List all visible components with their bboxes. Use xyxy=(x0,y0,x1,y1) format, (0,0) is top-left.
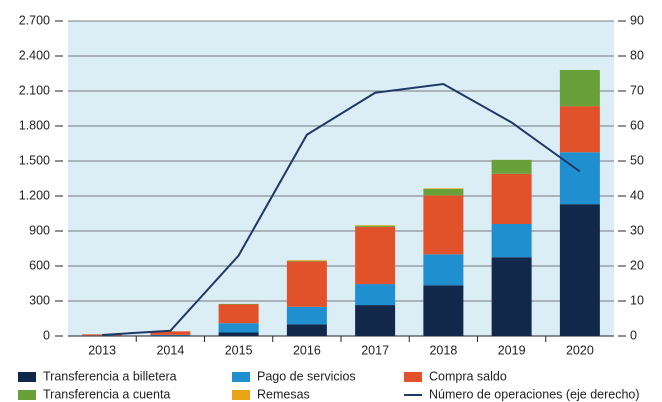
bar-segment xyxy=(355,225,396,227)
y-tick-label: 2.100 xyxy=(19,83,50,97)
legend-swatch xyxy=(18,390,36,400)
y2-tick-label: 30 xyxy=(630,223,644,237)
y-tick-label: 600 xyxy=(29,258,50,272)
legend-label: Remesas xyxy=(257,387,310,401)
legend-swatch xyxy=(404,372,422,382)
bar-segment xyxy=(559,70,600,107)
bar-segment xyxy=(423,254,464,286)
bar-segment xyxy=(218,304,259,324)
y-tick-label: 1.800 xyxy=(19,118,50,132)
bar-segment xyxy=(218,303,259,305)
y-tick-label: 2.700 xyxy=(19,13,50,27)
bar-segment xyxy=(355,284,396,306)
x-tick-label: 2019 xyxy=(498,343,526,357)
bar-segment xyxy=(150,334,191,336)
bar-segment xyxy=(559,106,600,153)
y2-tick-label: 60 xyxy=(630,118,644,132)
bar-segment xyxy=(491,159,532,174)
y2-tick-label: 40 xyxy=(630,188,644,202)
legend-swatch xyxy=(232,390,250,400)
bar-segment xyxy=(218,332,259,336)
x-tick-label: 2017 xyxy=(361,343,389,357)
bar-segment xyxy=(491,257,532,336)
legend-label: Pago de servicios xyxy=(257,369,356,383)
legend-label: Número de operaciones (eje derecho) xyxy=(429,387,640,401)
y-tick-label: 900 xyxy=(29,223,50,237)
y-tick-label: 0 xyxy=(43,328,50,342)
bar-segment xyxy=(423,189,464,196)
y2-tick-label: 70 xyxy=(630,83,644,97)
y2-tick-label: 0 xyxy=(630,328,637,342)
bar-segment xyxy=(491,224,532,258)
bar-segment xyxy=(286,324,327,336)
bar-segment xyxy=(286,260,327,261)
bar-segment xyxy=(150,335,191,336)
y2-tick-label: 90 xyxy=(630,13,644,27)
bar-segment xyxy=(423,195,464,255)
bar-segment xyxy=(286,260,327,262)
bar-segment xyxy=(491,173,532,224)
bar-segment xyxy=(218,323,259,333)
bar-segment xyxy=(423,285,464,336)
bar-segment xyxy=(423,188,464,189)
legend-swatch xyxy=(232,372,250,382)
bar-segment xyxy=(286,306,327,325)
x-tick-label: 2014 xyxy=(156,343,184,357)
y-tick-label: 1.200 xyxy=(19,188,50,202)
bar-segment xyxy=(286,261,327,307)
legend-label: Transferencia a billetera xyxy=(43,369,177,383)
x-tick-label: 2016 xyxy=(293,343,321,357)
bar-segment xyxy=(355,305,396,336)
y-tick-label: 2.400 xyxy=(19,48,50,62)
x-tick-label: 2020 xyxy=(566,343,594,357)
x-tick-label: 2018 xyxy=(429,343,457,357)
y2-tick-label: 20 xyxy=(630,258,644,272)
legend-swatch xyxy=(18,372,36,382)
y2-tick-label: 10 xyxy=(630,293,644,307)
x-tick-label: 2015 xyxy=(225,343,253,357)
bar-segment xyxy=(355,226,396,285)
plot-area xyxy=(68,21,614,336)
bar-segment xyxy=(150,331,191,335)
bar-segment xyxy=(559,204,600,336)
bar-segment xyxy=(559,152,600,205)
y2-tick-label: 50 xyxy=(630,153,644,167)
y-tick-label: 1.500 xyxy=(19,153,50,167)
y-tick-label: 300 xyxy=(29,293,50,307)
legend-label: Compra saldo xyxy=(429,369,507,383)
line-series xyxy=(102,82,581,336)
legend-label: Transferencia a cuenta xyxy=(43,387,170,401)
x-tick-label: 2013 xyxy=(88,343,116,357)
bar-segment xyxy=(355,225,396,226)
y2-tick-label: 80 xyxy=(630,48,644,62)
